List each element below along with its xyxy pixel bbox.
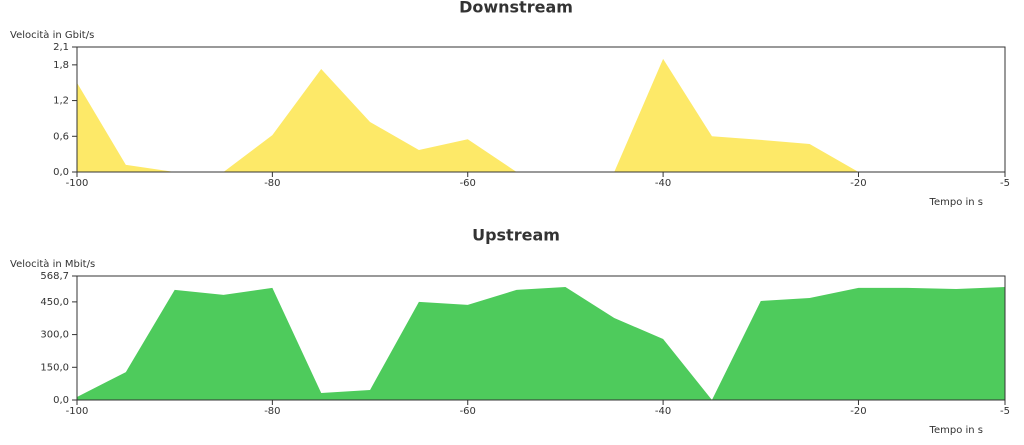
chart-title: Downstream <box>459 0 573 17</box>
y-tick-label: 0,6 <box>53 131 69 142</box>
x-tick-label: -60 <box>460 406 476 417</box>
chart-title: Upstream <box>472 226 560 245</box>
x-tick-label: -60 <box>460 178 476 189</box>
x-tick-label: -80 <box>264 406 280 417</box>
x-tick-label: -100 <box>66 406 89 417</box>
y-axis-label: Velocità in Gbit/s <box>10 29 94 41</box>
y-tick-label: 568,7 <box>40 271 69 282</box>
y-tick-label: 0,0 <box>53 167 69 178</box>
x-axis-label: Tempo in s <box>929 197 983 208</box>
x-tick-label: -5 <box>1000 406 1010 417</box>
y-tick-label: 0,0 <box>53 395 69 406</box>
x-tick-label: -80 <box>264 178 280 189</box>
x-tick-label: -20 <box>850 406 866 417</box>
y-tick-label: 1,8 <box>53 60 69 71</box>
x-axis-label: Tempo in s <box>929 425 983 436</box>
y-tick-label: 150,0 <box>40 362 69 373</box>
y-tick-label: 2,1 <box>53 42 69 53</box>
y-tick-label: 450,0 <box>40 297 69 308</box>
y-tick-label: 300,0 <box>40 330 69 341</box>
y-tick-label: 1,2 <box>53 96 69 107</box>
x-tick-label: -40 <box>655 178 671 189</box>
x-tick-label: -40 <box>655 406 671 417</box>
plot-frame <box>76 46 1006 173</box>
plot-frame <box>76 275 1006 401</box>
x-tick-label: -5 <box>1000 178 1010 189</box>
y-axis-label: Velocità in Mbit/s <box>10 258 95 270</box>
x-tick-label: -20 <box>850 178 866 189</box>
area <box>77 287 1005 400</box>
x-tick-label: -100 <box>66 178 89 189</box>
area <box>77 58 1005 172</box>
